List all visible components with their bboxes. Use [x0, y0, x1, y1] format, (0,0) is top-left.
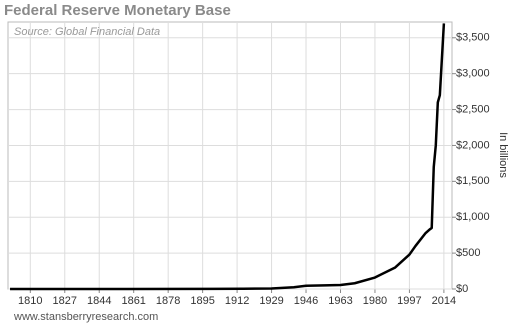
x-tick-label: 1878	[156, 295, 180, 307]
x-tick-label: 1997	[397, 295, 421, 307]
x-tick-label: 1861	[121, 295, 145, 307]
y-tick-label: $3,500	[456, 32, 490, 44]
chart-subtitle: Source: Global Financial Data	[14, 26, 160, 38]
y-tick-label: $2,500	[456, 103, 490, 115]
x-tick-label: 1827	[53, 295, 77, 307]
x-tick-label: 1929	[259, 295, 283, 307]
y-tick-label: $500	[456, 247, 480, 259]
y-tick-label: $1,000	[456, 211, 490, 223]
y-tick-label: $1,500	[456, 175, 490, 187]
x-tick-label: 1844	[87, 295, 111, 307]
x-tick-label: 1912	[225, 295, 249, 307]
x-tick-label: 1810	[18, 295, 42, 307]
x-tick-label: 1963	[328, 295, 352, 307]
y-tick-label: $2,000	[456, 139, 490, 151]
y-tick-label: $3,000	[456, 68, 490, 80]
x-tick-label: 1980	[363, 295, 387, 307]
chart-title: Federal Reserve Monetary Base	[4, 2, 231, 19]
y-tick-label: $0	[456, 283, 468, 295]
x-tick-label: 1946	[294, 295, 318, 307]
x-tick-label: 2014	[432, 295, 456, 307]
plot-area	[7, 21, 453, 290]
data-line	[10, 23, 446, 291]
x-tick-label: 1895	[190, 295, 214, 307]
footer: www.stansberryresearch.com	[13, 311, 158, 323]
y-axis-label: In billions	[497, 132, 509, 178]
